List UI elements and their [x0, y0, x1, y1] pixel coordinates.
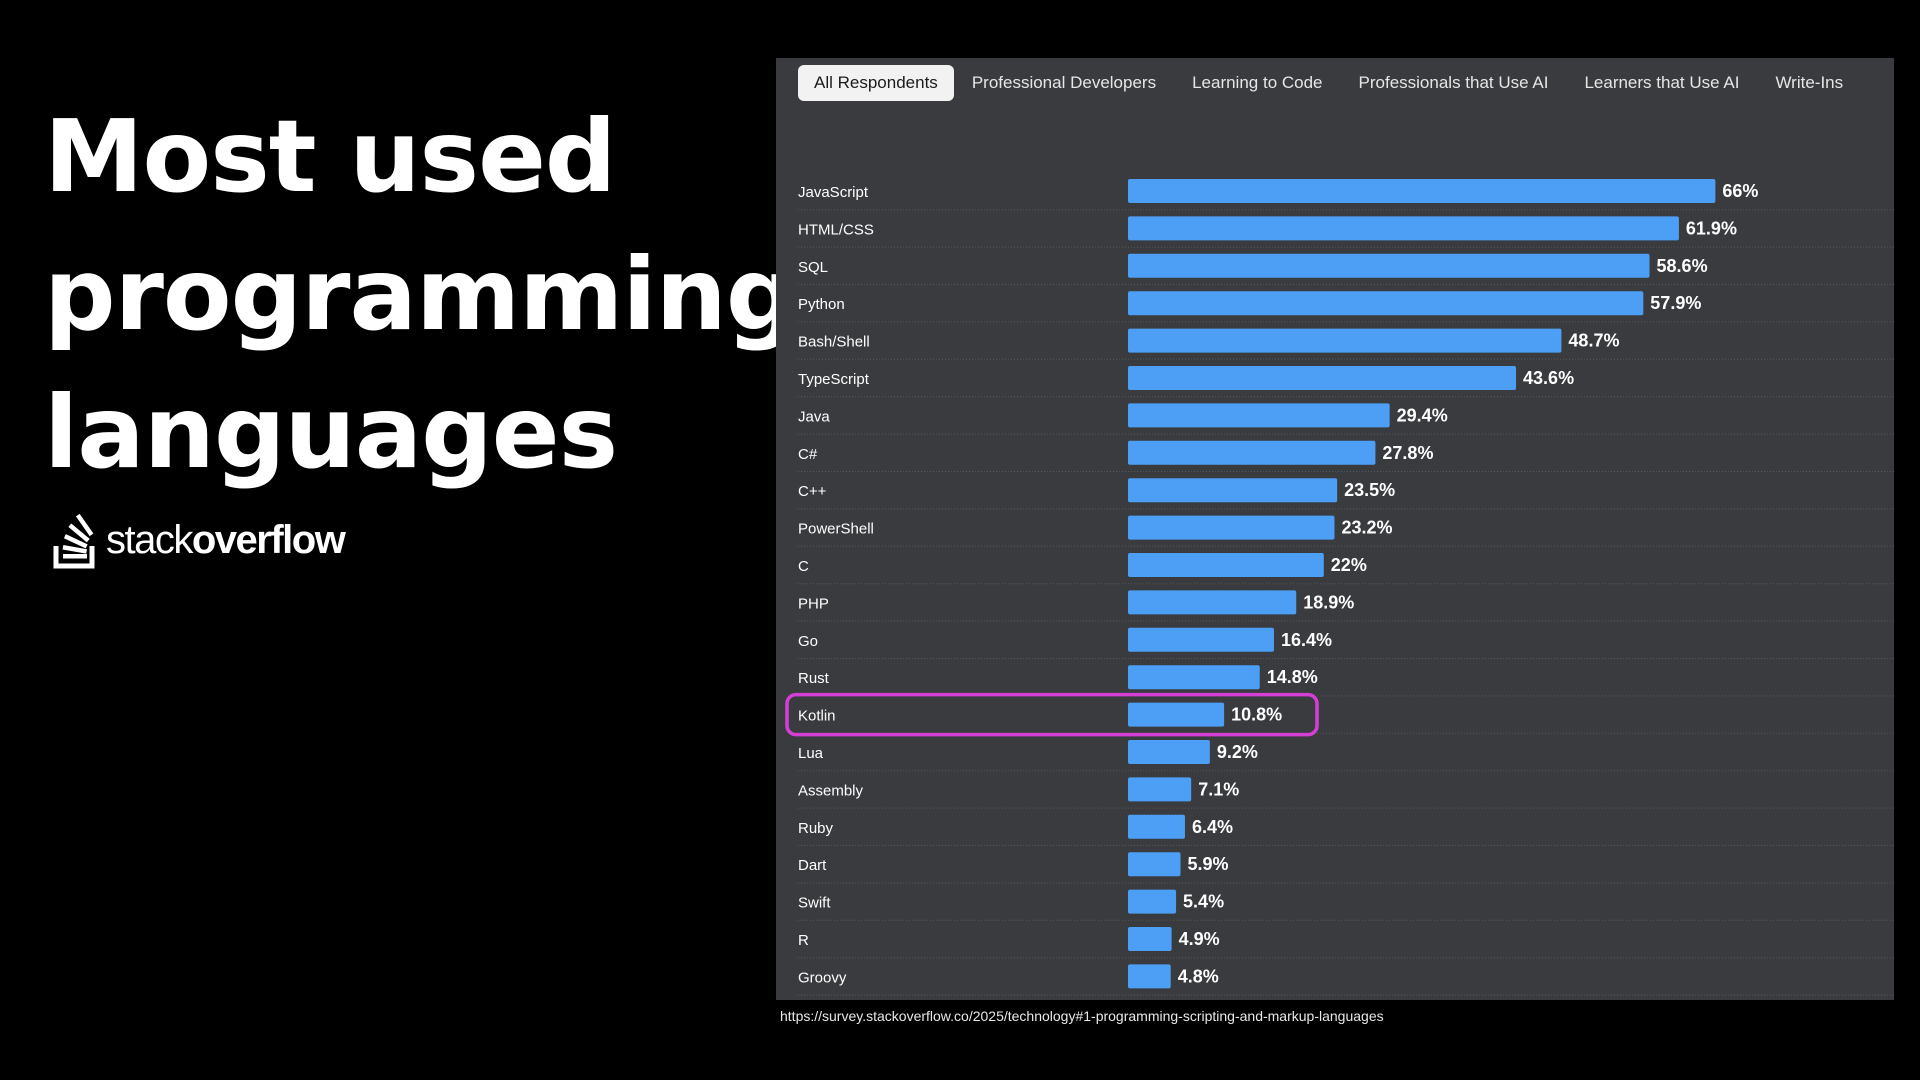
value-label-kotlin: 10.8% — [1231, 705, 1282, 725]
logo-text-overflow: overflow — [191, 517, 346, 562]
category-label-go: Go — [798, 633, 818, 650]
bar-r — [1128, 927, 1172, 951]
headline: Most used programming languages — [44, 88, 797, 502]
value-label-javascript: 66% — [1722, 181, 1758, 201]
tab-learning-to-code[interactable]: Learning to Code — [1192, 73, 1323, 92]
respondent-tabs: All Respondents Professional Developers … — [798, 65, 1861, 101]
category-label-powershell: PowerShell — [798, 521, 874, 538]
value-label-dart: 5.9% — [1188, 854, 1229, 874]
bar-swift — [1128, 889, 1177, 914]
languages-bar-chart: JavaScript 66% HTML/CSS 61.9% SQL 58.6% Python… — [785, 179, 1894, 996]
tab-write-ins[interactable]: Write-Ins — [1775, 73, 1844, 92]
category-label-c: C — [798, 558, 809, 575]
category-label-sql: SQL — [798, 259, 828, 276]
category-label-javascript: JavaScript — [798, 184, 869, 201]
bar-java — [1128, 403, 1390, 428]
value-label-c: 27.8% — [1382, 443, 1433, 463]
tab-professionals-that-use-ai[interactable]: Professionals that Use AI — [1358, 73, 1549, 92]
category-label-java: Java — [798, 408, 830, 425]
value-label-java: 29.4% — [1397, 405, 1448, 425]
value-label-html-css: 61.9% — [1686, 218, 1737, 238]
category-label-c: C++ — [798, 483, 827, 500]
value-label-groovy: 4.8% — [1178, 966, 1219, 986]
category-label-bash-shell: Bash/Shell — [798, 334, 870, 351]
value-label-assembly: 7.1% — [1198, 779, 1239, 799]
value-label-bash-shell: 48.7% — [1568, 331, 1619, 351]
category-label-ruby: Ruby — [798, 820, 834, 837]
value-label-typescript: 43.6% — [1523, 368, 1574, 388]
highlight-box-kotlin — [785, 692, 1319, 737]
bar-c — [1128, 440, 1376, 465]
category-label-dart: Dart — [798, 857, 827, 874]
value-label-powershell: 23.2% — [1341, 518, 1392, 538]
value-label-c: 22% — [1331, 555, 1367, 575]
bar-sql — [1128, 253, 1650, 278]
bar-go — [1128, 627, 1274, 652]
category-label-groovy: Groovy — [798, 969, 847, 986]
logo-text: stack overflow — [106, 517, 346, 563]
bar-c — [1128, 478, 1338, 503]
category-label-assembly: Assembly — [798, 782, 864, 799]
category-label-rust: Rust — [798, 670, 830, 687]
headline-line-2: programming — [44, 236, 797, 353]
headline-line-1: Most used — [44, 98, 616, 215]
value-label-c: 23.5% — [1344, 480, 1395, 500]
bar-javascript — [1128, 179, 1716, 203]
category-label-typescript: TypeScript — [798, 371, 870, 388]
category-label-c: C# — [798, 446, 818, 463]
bar-kotlin — [1128, 702, 1225, 727]
bar-typescript — [1128, 366, 1517, 390]
value-label-go: 16.4% — [1281, 630, 1332, 650]
category-label-swift: Swift — [798, 895, 831, 912]
value-label-swift: 5.4% — [1183, 892, 1224, 912]
tab-professional-developers[interactable]: Professional Developers — [971, 73, 1157, 92]
source-url[interactable]: https://survey.stackoverflow.co/2025/tec… — [780, 1008, 1384, 1024]
category-label-r: R — [798, 932, 809, 949]
value-label-python: 57.9% — [1650, 293, 1701, 313]
category-label-html-css: HTML/CSS — [798, 221, 874, 238]
bar-lua — [1128, 740, 1210, 764]
value-label-rust: 14.8% — [1267, 667, 1318, 687]
bar-assembly — [1128, 777, 1192, 802]
value-label-php: 18.9% — [1303, 592, 1354, 612]
category-label-kotlin: Kotlin — [798, 708, 836, 725]
value-label-sql: 58.6% — [1657, 256, 1708, 276]
category-label-lua: Lua — [798, 745, 824, 762]
bar-ruby — [1128, 814, 1185, 839]
stackoverflow-logo-icon — [53, 513, 95, 569]
survey-panel: All Respondents Professional Developers … — [776, 58, 1894, 1000]
bar-bash-shell — [1128, 328, 1562, 353]
bar-dart — [1128, 852, 1181, 877]
value-label-lua: 9.2% — [1217, 742, 1258, 762]
bar-c — [1128, 553, 1324, 577]
bar-php — [1128, 590, 1297, 615]
stackoverflow-logo: stack overflow — [52, 510, 346, 570]
tab-learners-that-use-ai[interactable]: Learners that Use AI — [1584, 73, 1740, 92]
bar-groovy — [1128, 964, 1171, 989]
value-label-ruby: 6.4% — [1192, 817, 1233, 837]
logo-text-stack: stack — [106, 517, 193, 562]
category-label-python: Python — [798, 296, 845, 313]
value-label-r: 4.9% — [1179, 929, 1220, 949]
category-label-php: PHP — [798, 595, 829, 612]
tab-all-respondents[interactable]: All Respondents — [798, 65, 954, 101]
bar-python — [1128, 291, 1644, 316]
headline-line-3: languages — [44, 374, 618, 491]
bar-powershell — [1128, 515, 1335, 540]
bar-rust — [1128, 665, 1260, 690]
bar-html-css — [1128, 216, 1679, 241]
